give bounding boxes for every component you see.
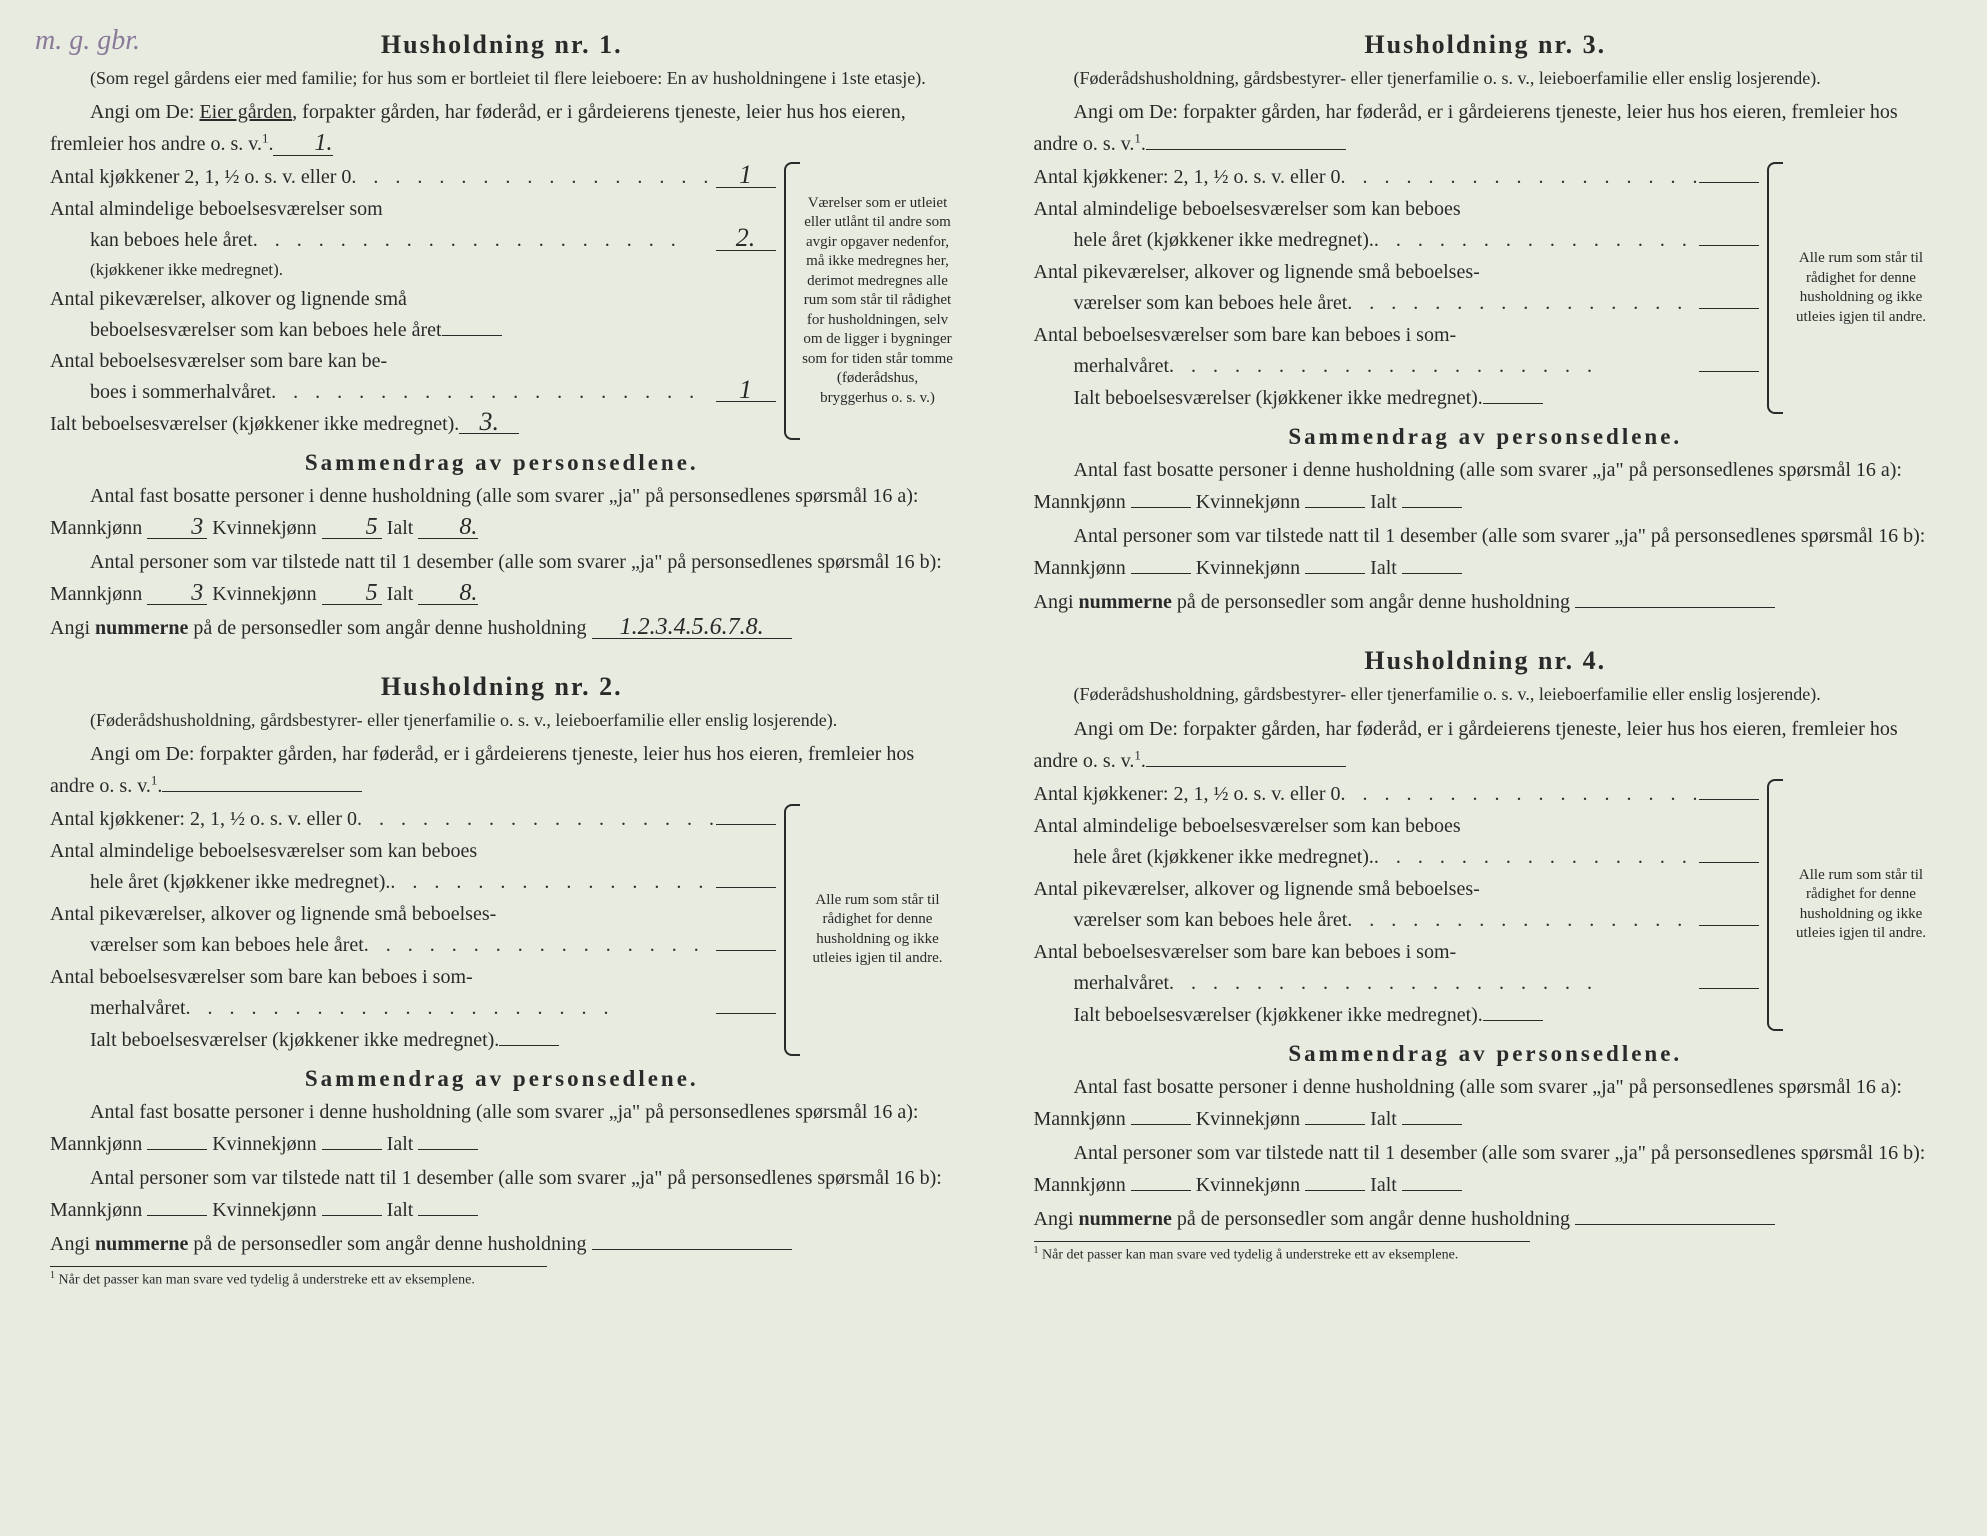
h4-brace-note: Alle rum som står til rådighet for denne… [1767, 779, 1937, 1031]
h1-ialt-label: Ialt beboelsesværelser (kjøkkener ikke m… [50, 409, 459, 440]
household-3: Husholdning nr. 3. (Føderådshusholdning,… [1034, 30, 1938, 618]
h1-ialt-val: 3. [459, 410, 519, 434]
h2-summary-title: Sammendrag av personsedlene. [50, 1066, 954, 1092]
h2-ialt-label: Ialt beboelsesværelser (kjøkkener ikke m… [90, 1025, 499, 1056]
h3-ialt-label: Ialt beboelsesværelser (kjøkkener ikke m… [1074, 383, 1483, 414]
household-2: Husholdning nr. 2. (Føderådshusholdning,… [50, 672, 954, 1289]
household-4: Husholdning nr. 4. (Føderådshusholdning,… [1034, 646, 1938, 1263]
h1-fast-line: Antal fast bosatte personer i denne hush… [50, 480, 954, 544]
h3-til-line: Antal personer som var tilstede natt til… [1034, 520, 1938, 584]
h3-fast-line: Antal fast bosatte personer i denne hush… [1034, 454, 1938, 518]
h2-nummerne: Angi nummerne på de personsedler som ang… [50, 1228, 954, 1260]
h1-sommer-val: 1 [716, 378, 776, 402]
h4-fast-line: Antal fast bosatte personer i denne hush… [1034, 1071, 1938, 1135]
h2-angi: Angi om De: forpakter gården, har føderå… [50, 738, 954, 802]
h3-summary-title: Sammendrag av personsedlene. [1034, 424, 1938, 450]
h4-sommer-label: Antal beboelsesværelser som bare kan beb… [1034, 937, 1457, 968]
h3-sommer-label: Antal beboelsesværelser som bare kan beb… [1034, 320, 1457, 351]
page-left: Husholdning nr. 1. (Som regel gårdens ei… [0, 0, 994, 1536]
h3-title: Husholdning nr. 3. [1034, 30, 1938, 60]
h1-nummerne: Angi nummerne på de personsedler som ang… [50, 612, 954, 644]
h1-brace-note: Værelser som er utleiet eller utlånt til… [784, 162, 954, 439]
h4-pike-label: Antal pikeværelser, alkover og lignende … [1034, 874, 1480, 905]
h4-angi: Angi om De: forpakter gården, har føderå… [1034, 713, 1938, 777]
h2-fast-line: Antal fast bosatte personer i denne hush… [50, 1096, 954, 1160]
h3-kjokken-label: Antal kjøkkener: 2, 1, ½ o. s. v. eller … [1034, 162, 1341, 193]
h2-sommer-label: Antal beboelsesværelser som bare kan beb… [50, 962, 473, 993]
h4-ialt-label: Ialt beboelsesværelser (kjøkkener ikke m… [1074, 1000, 1483, 1031]
h1-pike-val [442, 335, 502, 336]
h4-summary-title: Sammendrag av personsedlene. [1034, 1041, 1938, 1067]
h1-subtitle: (Som regel gårdens eier med familie; for… [50, 66, 954, 90]
h4-title: Husholdning nr. 4. [1034, 646, 1938, 676]
h4-footnote: 1 Når det passer kan man svare ved tydel… [1034, 1241, 1531, 1264]
h1-kjokken-label: Antal kjøkkener 2, 1, ½ o. s. v. eller 0 [50, 162, 351, 193]
handwritten-note: m. g. gbr. [35, 25, 140, 57]
h2-kjokken-label: Antal kjøkkener: 2, 1, ½ o. s. v. eller … [50, 804, 357, 835]
h2-brace-note: Alle rum som står til rådighet for denne… [784, 804, 954, 1056]
h4-subtitle: (Føderådshusholdning, gårdsbestyrer- ell… [1034, 682, 1938, 706]
h1-kjokken-val: 1 [716, 163, 776, 187]
h4-kjokken-label: Antal kjøkkener: 2, 1, ½ o. s. v. eller … [1034, 779, 1341, 810]
h1-alm-val: 2. [716, 226, 776, 250]
h3-alm-label: Antal almindelige beboelsesværelser som … [1034, 194, 1461, 225]
h2-til-line: Antal personer som var tilstede natt til… [50, 1162, 954, 1226]
h1-til-line: Antal personer som var tilstede natt til… [50, 546, 954, 610]
h3-brace-note: Alle rum som står til rådighet for denne… [1767, 162, 1937, 414]
h1-alm-label: Antal almindelige beboelsesværelser som [50, 194, 383, 225]
h2-alm-label: Antal almindelige beboelsesværelser som … [50, 836, 477, 867]
page-right: Husholdning nr. 3. (Føderådshusholdning,… [994, 0, 1987, 1536]
h2-footnote: 1 Når det passer kan man svare ved tydel… [50, 1266, 547, 1289]
h3-pike-label: Antal pikeværelser, alkover og lignende … [1034, 257, 1480, 288]
h1-pike-label: Antal pikeværelser, alkover og lignende … [50, 284, 407, 315]
h1-title: Husholdning nr. 1. [50, 30, 954, 60]
h2-pike-label: Antal pikeværelser, alkover og lignende … [50, 899, 496, 930]
h4-til-line: Antal personer som var tilstede natt til… [1034, 1137, 1938, 1201]
h3-subtitle: (Føderådshusholdning, gårdsbestyrer- ell… [1034, 66, 1938, 90]
household-1: Husholdning nr. 1. (Som regel gårdens ei… [50, 30, 954, 644]
h4-nummerne: Angi nummerne på de personsedler som ang… [1034, 1203, 1938, 1235]
h1-sommer-label: Antal beboelsesværelser som bare kan be- [50, 346, 387, 377]
h3-nummerne: Angi nummerne på de personsedler som ang… [1034, 586, 1938, 618]
h3-angi: Angi om De: forpakter gården, har føderå… [1034, 96, 1938, 160]
h4-alm-label: Antal almindelige beboelsesværelser som … [1034, 811, 1461, 842]
h1-summary-title: Sammendrag av personsedlene. [50, 450, 954, 476]
h2-subtitle: (Føderådshusholdning, gårdsbestyrer- ell… [50, 708, 954, 732]
h1-angi: Angi om De: Eier gården, forpakter gårde… [50, 96, 954, 160]
h2-title: Husholdning nr. 2. [50, 672, 954, 702]
